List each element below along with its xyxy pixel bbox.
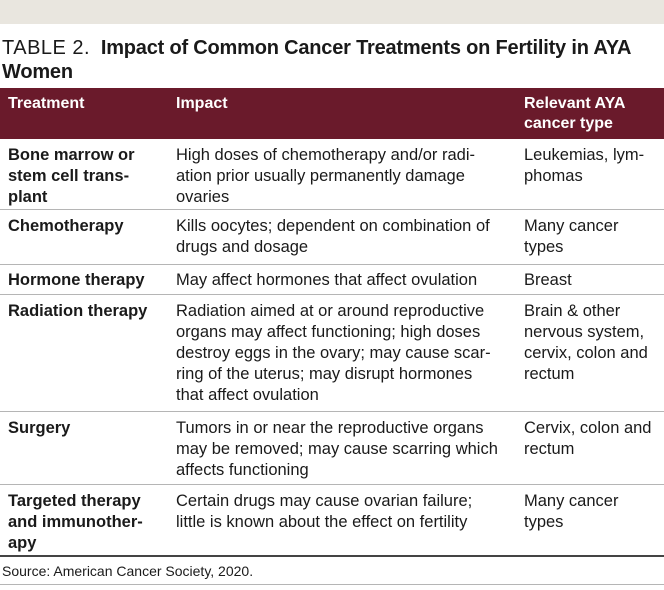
table-row: Surgery Tumors in or near the reproducti…	[0, 412, 664, 484]
table-row: Hormone therapy May affect hormones that…	[0, 264, 664, 294]
cell-treatment: Radiation therapy	[8, 302, 148, 320]
cell-impact: High doses of chemotherapy and/or radi­a…	[176, 146, 476, 206]
source-note: Source: American Cancer Society, 2020.	[2, 563, 254, 579]
bottom-divider	[0, 584, 664, 585]
cell-treatment: Surgery	[8, 419, 71, 437]
cell-treatment: Hormone therapy	[8, 271, 145, 289]
table-row: Radiation therapy Radiation aimed at or …	[0, 295, 664, 409]
cell-cancer-type: Leukemias, lym­phomas	[524, 146, 645, 185]
row-divider	[0, 411, 664, 412]
cell-treatment: Bone marrow or stem cell trans­plant	[8, 146, 135, 206]
header-impact: Impact	[176, 95, 228, 112]
cell-cancer-type: Cervix, colon and rectum	[524, 419, 652, 458]
row-divider	[0, 264, 664, 265]
top-band	[0, 0, 664, 24]
header-cancer-type: Relevant AYA cancer type	[524, 95, 625, 132]
cell-cancer-type: Breast	[524, 271, 572, 289]
cell-impact: Certain drugs may cause ovarian failure;…	[176, 492, 473, 531]
table-title: TABLE 2. Impact of Common Cancer Treatme…	[2, 36, 662, 84]
header-treatment: Treatment	[8, 95, 85, 112]
cell-cancer-type: Many cancer types	[524, 217, 619, 256]
cell-impact: Tumors in or near the reproductive organ…	[176, 419, 498, 479]
cell-cancer-type: Brain & other nervous system, cervix, co…	[524, 302, 648, 383]
table-bottom-rule	[0, 555, 664, 557]
table-title-text: Impact of Common Cancer Treatments on Fe…	[2, 37, 631, 83]
table-row: Chemotherapy Kills oocytes; dependent on…	[0, 210, 664, 260]
row-divider	[0, 484, 664, 485]
table-label: TABLE 2.	[2, 37, 91, 59]
cell-treatment: Chemotherapy	[8, 217, 124, 235]
cell-impact: Kills oocytes; dependent on combination …	[176, 217, 490, 256]
row-divider	[0, 294, 664, 295]
cell-treatment: Targeted therapy and immunother­apy	[8, 492, 143, 552]
cell-impact: Radiation aimed at or around reproductiv…	[176, 302, 491, 404]
table-header: Treatment Impact Relevant AYA cancer typ…	[0, 88, 664, 139]
cell-impact: May affect hormones that affect ovulatio…	[176, 271, 478, 289]
table-row: Targeted therapy and immunother­apy Cert…	[0, 485, 664, 553]
cell-cancer-type: Many cancer types	[524, 492, 619, 531]
row-divider	[0, 209, 664, 210]
table-row: Bone marrow or stem cell trans­plant Hig…	[0, 139, 664, 207]
